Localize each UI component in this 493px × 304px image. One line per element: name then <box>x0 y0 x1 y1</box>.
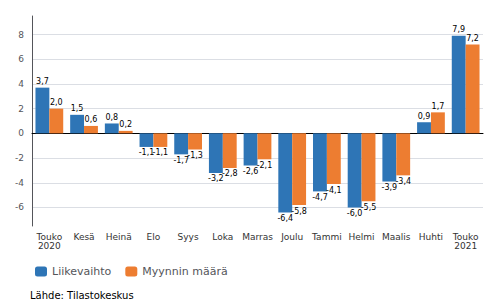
svg-text:-1,1: -1,1 <box>153 148 169 157</box>
svg-text:-4,1: -4,1 <box>326 186 342 195</box>
svg-text:2020: 2020 <box>38 241 61 251</box>
svg-text:Touko: Touko <box>36 231 63 242</box>
svg-text:Touko: Touko <box>452 231 479 242</box>
svg-text:8: 8 <box>18 30 24 40</box>
svg-text:7,9: 7,9 <box>452 25 465 34</box>
svg-text:0,8: 0,8 <box>105 113 118 122</box>
svg-text:Syys: Syys <box>178 232 199 242</box>
svg-text:-3,2: -3,2 <box>208 174 224 184</box>
svg-text:2021: 2021 <box>454 241 477 251</box>
svg-text:Joulu: Joulu <box>280 232 303 242</box>
svg-text:4: 4 <box>18 79 24 89</box>
svg-text:-2: -2 <box>15 153 24 163</box>
svg-text:-4,7: -4,7 <box>312 192 328 202</box>
svg-text:Lähde: Tilastokeskus: Lähde: Tilastokeskus <box>30 290 134 301</box>
svg-text:1,5: 1,5 <box>71 104 84 113</box>
svg-text:0,6: 0,6 <box>85 115 98 124</box>
svg-text:-4: -4 <box>15 178 24 188</box>
svg-text:-1,1: -1,1 <box>138 148 155 158</box>
svg-text:Helmi: Helmi <box>349 232 375 242</box>
svg-text:0,2: 0,2 <box>119 120 132 129</box>
svg-text:-5,5: -5,5 <box>361 203 377 212</box>
svg-text:-3,4: -3,4 <box>395 177 411 186</box>
svg-text:Maalis: Maalis <box>382 232 411 242</box>
svg-text:-6,0: -6,0 <box>346 209 363 218</box>
svg-text:Elo: Elo <box>147 232 161 242</box>
svg-text:Marras: Marras <box>242 232 273 242</box>
svg-text:-6: -6 <box>15 202 24 212</box>
svg-text:Myynnin määrä: Myynnin määrä <box>142 265 227 278</box>
svg-text:6: 6 <box>18 54 24 64</box>
svg-text:1,7: 1,7 <box>432 102 445 111</box>
svg-text:2,0: 2,0 <box>50 98 63 107</box>
svg-text:-5,8: -5,8 <box>291 207 307 216</box>
svg-text:0: 0 <box>18 128 24 138</box>
svg-text:Liikevaihto: Liikevaihto <box>52 265 112 278</box>
svg-text:0,9: 0,9 <box>418 112 431 121</box>
svg-text:Loka: Loka <box>212 232 233 242</box>
svg-text:7,2: 7,2 <box>466 34 479 43</box>
svg-text:Huhti: Huhti <box>419 232 443 242</box>
svg-text:-2,1: -2,1 <box>257 161 273 170</box>
svg-text:-2,6: -2,6 <box>242 167 259 176</box>
svg-text:-1,3: -1,3 <box>187 151 203 160</box>
svg-text:3,7: 3,7 <box>36 77 49 86</box>
svg-text:Kesä: Kesä <box>73 232 94 242</box>
svg-text:Tammi: Tammi <box>311 232 342 242</box>
svg-text:2: 2 <box>18 104 24 114</box>
svg-text:-6,4: -6,4 <box>277 213 294 223</box>
svg-text:-3,9: -3,9 <box>381 183 398 192</box>
svg-text:-2,8: -2,8 <box>222 169 238 178</box>
svg-text:-1,7: -1,7 <box>173 155 189 165</box>
svg-text:Heinä: Heinä <box>106 232 132 242</box>
